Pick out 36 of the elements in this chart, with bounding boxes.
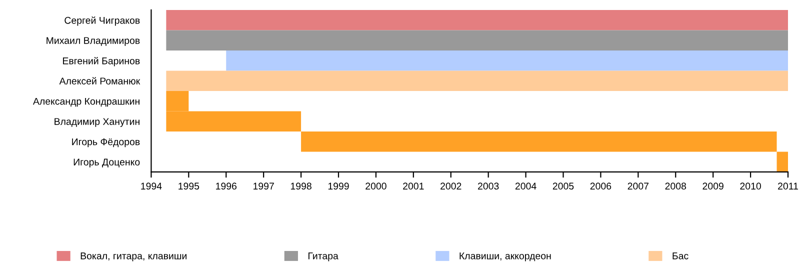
y-tick-label: Евгений Баринов — [63, 57, 140, 66]
legend-label: Клавиши, аккордеон — [460, 252, 551, 262]
legend-label: Бас — [672, 252, 688, 260]
x-tick-label: 2010 — [740, 182, 761, 190]
legend-label: Гитара — [308, 252, 338, 262]
bar — [226, 50, 788, 71]
x-tick-label: 2004 — [515, 182, 536, 190]
y-tick-label: Владимир Ханутин — [54, 118, 140, 127]
x-tick-label: 1999 — [328, 182, 349, 190]
x-tick-label: 2007 — [628, 182, 648, 190]
x-tick-label: 2005 — [552, 182, 574, 190]
x-tick-label: 1995 — [178, 182, 200, 190]
x-tick-label: 2000 — [366, 182, 386, 190]
y-tick-label: Александр Кондрашкин — [32, 98, 140, 107]
x-tick-label: 2011 — [778, 182, 798, 190]
bar — [776, 152, 788, 172]
y-tick-label: Алексей Романюк — [59, 77, 140, 84]
bar — [166, 30, 788, 50]
y-tick-label: Михаил Владимиров — [46, 37, 140, 46]
x-tick-label: 1998 — [290, 182, 312, 190]
x-tick-label: 1994 — [141, 182, 162, 190]
x-tick-label: 2008 — [665, 182, 686, 190]
bar — [301, 131, 777, 152]
x-tick-label: 2003 — [478, 182, 499, 190]
legend-label: Вокал, гитара, клавиши — [80, 252, 186, 262]
x-tick-label: 1997 — [254, 182, 274, 190]
y-tick-label: Сергей Чиграков — [64, 16, 140, 26]
bar — [166, 10, 788, 30]
x-tick-label: 2009 — [702, 182, 724, 190]
x-tick-label: 2002 — [440, 182, 462, 190]
x-tick-label: 2006 — [590, 182, 612, 190]
x-tick-label: 2001 — [403, 182, 424, 190]
bar — [166, 70, 788, 91]
y-tick-label: Игорь Доценко — [74, 158, 140, 168]
y-tick-label: Игорь Фёдоров — [72, 138, 140, 148]
x-tick-label: 1996 — [216, 182, 237, 190]
